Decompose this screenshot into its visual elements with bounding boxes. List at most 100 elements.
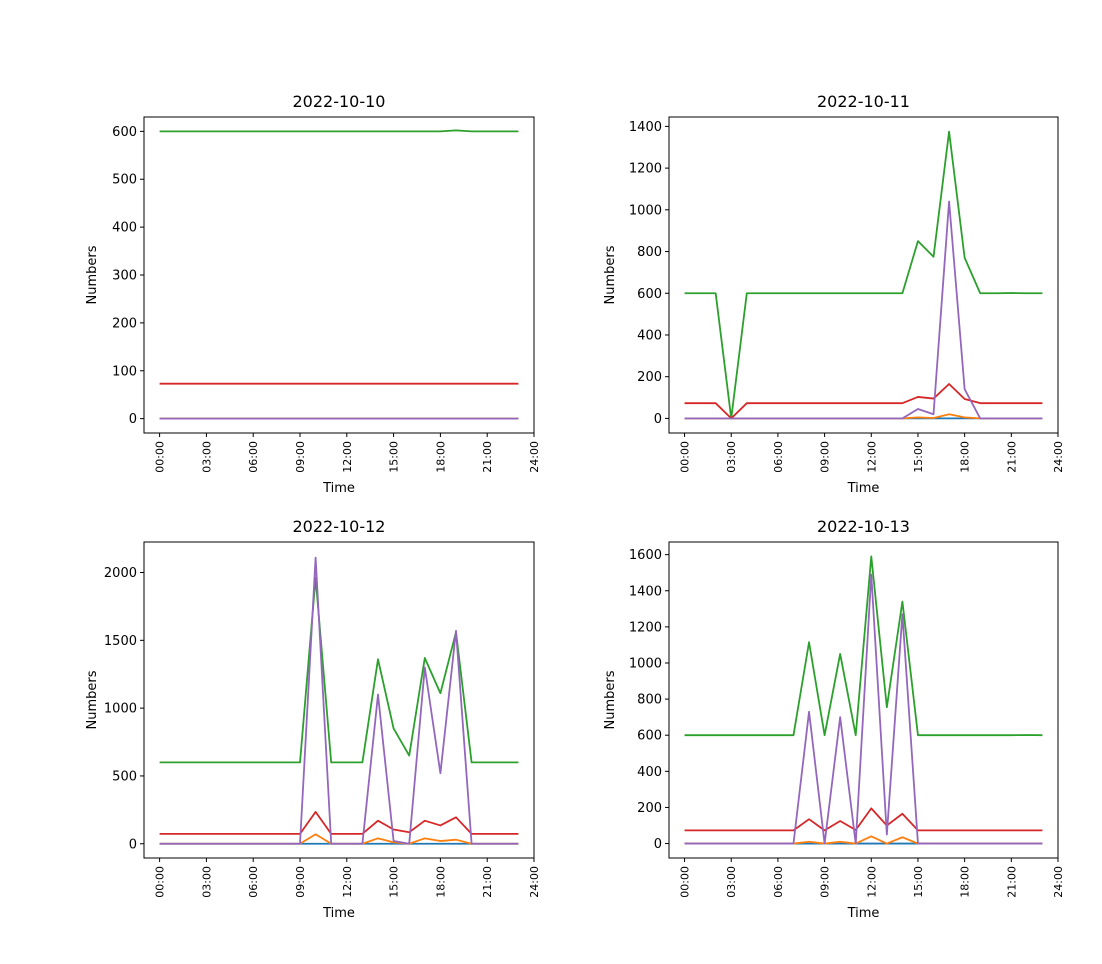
y-tick-label: 500 <box>112 769 137 784</box>
y-tick-label: 300 <box>112 269 137 284</box>
x-axis-label: Time <box>847 481 880 496</box>
chart-panel-2: 2022-10-11 0 200 400 600 800 1000 1200 1400 00:00… <box>603 92 1065 496</box>
x-tick-label: 18:00 <box>434 441 447 473</box>
series-lines <box>159 129 519 420</box>
x-tick-label: 03:00 <box>200 866 213 898</box>
chart-title: 2022-10-11 <box>817 92 910 111</box>
y-tick-label: 1500 <box>104 634 137 649</box>
x-tick-label: 03:00 <box>725 441 738 473</box>
x-tick-label: 18:00 <box>959 441 972 473</box>
y-tick-label: 400 <box>112 221 137 236</box>
series-line-s4 <box>684 383 1043 420</box>
y-tick-label: 0 <box>129 837 137 852</box>
x-tick-label: 15:00 <box>912 866 925 898</box>
charts-container: 2022-10-10 0 100 200 300 400 500 600 00:00 03:00 0… <box>85 92 1065 921</box>
plot-frame <box>668 541 1059 859</box>
y-tick-label: 1400 <box>629 120 662 135</box>
series-line-s3 <box>684 130 1043 420</box>
y-tick-label: 200 <box>637 801 662 816</box>
y-tick-label: 1400 <box>629 584 662 599</box>
x-tick-label: 12:00 <box>341 441 354 473</box>
x-tick-label: 15:00 <box>388 866 401 898</box>
y-tick-label: 600 <box>112 125 137 140</box>
series-lines <box>684 130 1043 420</box>
x-axis-label: Time <box>322 906 355 921</box>
y-tick-label: 800 <box>637 245 662 260</box>
series-line-s5 <box>684 200 1043 420</box>
y-tick-label: 600 <box>637 729 662 744</box>
chart-panel-3: 2022-10-12 0 500 1000 1500 2000 00:00 03:00 06:0… <box>85 517 541 921</box>
chart-title: 2022-10-10 <box>293 92 386 111</box>
series-line-s3 <box>159 577 519 764</box>
x-tick-label: 12:00 <box>865 866 878 898</box>
x-tick-label: 21:00 <box>481 441 494 473</box>
x-axis-label: Time <box>847 906 880 921</box>
x-tick-label: 24:00 <box>528 441 541 473</box>
y-tick-label: 1600 <box>629 548 662 563</box>
x-tick-label: 24:00 <box>528 866 541 898</box>
y-tick-label: 100 <box>112 364 137 379</box>
x-tick-label: 09:00 <box>294 866 307 898</box>
x-tick-label: 12:00 <box>341 866 354 898</box>
x-tick-label: 15:00 <box>912 441 925 473</box>
x-tick-label: 21:00 <box>481 866 494 898</box>
plot-frame <box>143 541 535 859</box>
y-tick-label: 1200 <box>629 162 662 177</box>
y-tick-label: 500 <box>112 173 137 188</box>
chart-title: 2022-10-12 <box>293 517 386 536</box>
x-tick-label: 24:00 <box>1052 866 1065 898</box>
x-tick-label: 03:00 <box>725 866 738 898</box>
x-tick-label: 09:00 <box>294 441 307 473</box>
x-tick-label: 12:00 <box>865 441 878 473</box>
x-tick-label: 18:00 <box>959 866 972 898</box>
plot-frame <box>143 116 535 434</box>
y-tick-label: 1000 <box>629 203 662 218</box>
y-tick-label: 0 <box>654 837 662 852</box>
series-lines <box>684 555 1043 845</box>
x-tick-label: 15:00 <box>388 441 401 473</box>
x-tick-label: 24:00 <box>1052 441 1065 473</box>
x-tick-label: 06:00 <box>247 866 260 898</box>
plot-frame <box>668 116 1059 434</box>
x-tick-label: 00:00 <box>679 866 692 898</box>
x-tick-label: 06:00 <box>247 441 260 473</box>
x-tick-label: 21:00 <box>1005 441 1018 473</box>
y-tick-label: 600 <box>637 287 662 302</box>
x-tick-label: 03:00 <box>200 441 213 473</box>
y-tick-label: 400 <box>637 328 662 343</box>
series-line-s5 <box>159 556 519 845</box>
x-tick-label: 00:00 <box>154 866 167 898</box>
x-tick-label: 21:00 <box>1005 866 1018 898</box>
y-axis-label: Numbers <box>603 245 618 304</box>
x-tick-label: 00:00 <box>679 441 692 473</box>
series-line-s4 <box>159 810 519 835</box>
y-tick-label: 1000 <box>104 702 137 717</box>
series-lines <box>159 556 519 845</box>
y-tick-label: 400 <box>637 765 662 780</box>
x-tick-label: 00:00 <box>154 441 167 473</box>
y-tick-label: 0 <box>129 412 137 427</box>
series-line-s3 <box>684 555 1043 737</box>
chart-panel-4: 2022-10-13 0 200 400 600 800 1000 1200 1400 1600 0… <box>603 517 1065 921</box>
y-tick-label: 200 <box>112 316 137 331</box>
series-line-s3 <box>159 129 519 133</box>
x-tick-label: 06:00 <box>772 441 785 473</box>
y-tick-label: 1000 <box>629 656 662 671</box>
y-tick-label: 800 <box>637 693 662 708</box>
chart-title: 2022-10-13 <box>817 517 910 536</box>
chart-panel-1: 2022-10-10 0 100 200 300 400 500 600 00:00 03:00 0… <box>85 92 541 496</box>
series-line-s4 <box>684 807 1043 832</box>
x-axis-label: Time <box>322 481 355 496</box>
y-tick-label: 0 <box>654 412 662 427</box>
x-tick-label: 06:00 <box>772 866 785 898</box>
y-tick-label: 2000 <box>104 566 137 581</box>
x-tick-label: 09:00 <box>819 866 832 898</box>
y-axis-label: Numbers <box>85 670 100 729</box>
x-tick-label: 09:00 <box>819 441 832 473</box>
y-tick-label: 200 <box>637 370 662 385</box>
series-line-s5 <box>684 573 1043 845</box>
y-tick-label: 1200 <box>629 620 662 635</box>
x-tick-label: 18:00 <box>434 866 447 898</box>
